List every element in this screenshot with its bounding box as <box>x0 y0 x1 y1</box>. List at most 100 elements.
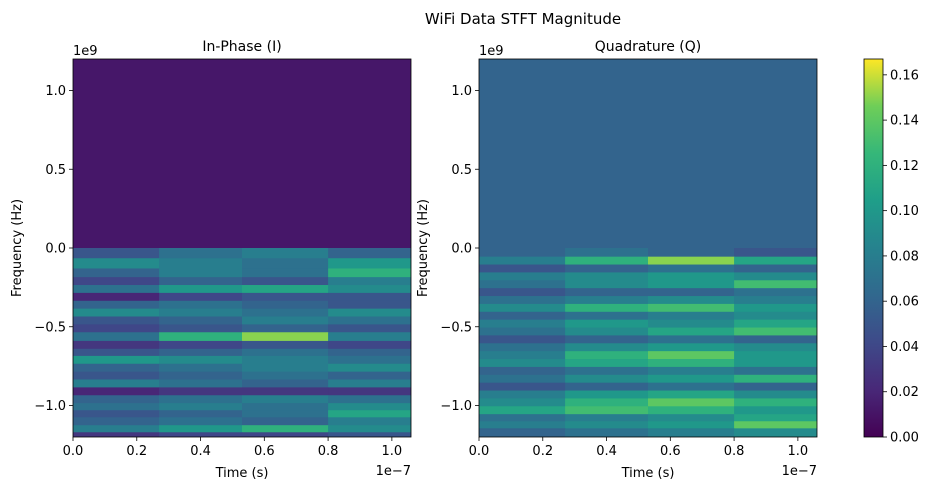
heatmap-cell <box>479 319 566 328</box>
heatmap-cell <box>479 374 566 384</box>
heatmap-cell <box>159 292 243 302</box>
heatmap-cell <box>734 382 817 391</box>
x-tick-label: 0.4 <box>190 444 211 459</box>
heatmap-cell <box>479 428 566 437</box>
heatmap-cell <box>565 428 649 437</box>
heatmap-cell <box>734 335 817 344</box>
heatmap-cell <box>734 327 817 336</box>
heatmap-cell <box>242 324 329 333</box>
heatmap-cell <box>73 308 160 317</box>
heatmap-cell <box>648 382 735 391</box>
figure-title: WiFi Data STFT Magnitude <box>425 10 621 28</box>
heatmap-cell <box>328 403 411 411</box>
x-tick-label: 0.6 <box>254 444 275 459</box>
heatmap-cell <box>73 387 160 396</box>
heatmap-cell <box>73 285 160 294</box>
heatmap-cell <box>734 272 817 281</box>
colorbar-tick-label: 0.16 <box>890 68 919 83</box>
y-offset-label: 1e9 <box>479 44 504 59</box>
heatmap-cell <box>242 292 329 302</box>
heatmap-cell <box>565 421 649 429</box>
heatmap-cell <box>328 268 411 278</box>
y-tick-label: 0.0 <box>451 242 472 257</box>
heatmap-cell <box>479 390 566 399</box>
heatmap-cell <box>73 417 160 426</box>
heatmap-cell <box>242 379 329 388</box>
heatmap-cell <box>328 340 411 350</box>
heatmap-cell <box>159 324 243 333</box>
heatmap-cell <box>734 366 817 376</box>
colorbar-tick-label: 0.12 <box>890 159 919 174</box>
heatmap-cell <box>565 248 649 258</box>
heatmap-cell <box>734 374 817 384</box>
heatmap-cell <box>565 272 649 281</box>
heatmap-cell <box>479 421 566 429</box>
x-axis-label: Time (s) <box>215 466 269 481</box>
heatmap-cell <box>648 374 735 384</box>
heatmap-cell <box>734 303 817 313</box>
heatmap-cell <box>648 248 735 258</box>
heatmap-cell <box>565 374 649 384</box>
x-tick-label: 0.0 <box>469 444 490 459</box>
heatmap-cell <box>328 410 411 418</box>
heatmap-cell <box>734 398 817 407</box>
heatmap-cell <box>479 366 566 376</box>
heatmap-cell <box>242 340 329 350</box>
x-tick-label: 0.2 <box>532 444 553 459</box>
heatmap-cell <box>565 366 649 376</box>
heatmap-area <box>73 59 411 437</box>
colorbar-tick-label: 0.04 <box>890 340 919 355</box>
heatmap-cell <box>159 285 243 294</box>
heatmap-cell <box>565 303 649 313</box>
heatmap-cell <box>159 332 243 342</box>
heatmap-cell <box>648 390 735 399</box>
x-offset-label: 1e−7 <box>376 464 411 479</box>
heatmap-cell <box>565 351 649 360</box>
heatmap-cell <box>648 327 735 336</box>
heatmap-cell <box>242 316 329 325</box>
heatmap-cell <box>73 348 160 357</box>
x-tick-label: 0.6 <box>660 444 681 459</box>
heatmap-cell <box>648 335 735 344</box>
heatmap-cell <box>479 343 566 352</box>
heatmap-cell <box>159 395 243 404</box>
x-tick-label: 1.0 <box>788 444 809 459</box>
heatmap-cell <box>479 327 566 336</box>
x-offset-label: 1e−7 <box>782 464 817 479</box>
heatmap-cell <box>565 311 649 321</box>
heatmap-cell <box>648 398 735 407</box>
x-tick-label: 0.0 <box>63 444 84 459</box>
heatmap-cell <box>648 272 735 281</box>
colorbar-tick-label: 0.06 <box>890 295 919 310</box>
heatmap-cell <box>242 285 329 294</box>
heatmap-cell <box>73 340 160 350</box>
y-tick-label: 1.0 <box>45 84 66 99</box>
heatmap-cell <box>734 421 817 429</box>
heatmap-cell <box>565 280 649 289</box>
colorbar-frame <box>863 58 884 438</box>
heatmap-cell <box>565 390 649 399</box>
y-tick-label: 0.5 <box>451 163 472 178</box>
heatmap-cell <box>734 311 817 321</box>
heatmap-cell <box>734 406 817 415</box>
heatmap-cell <box>479 303 566 313</box>
heatmap-cell <box>479 272 566 281</box>
heatmap-cell <box>159 371 243 380</box>
heatmap-cell <box>242 363 329 373</box>
x-tick-label: 0.2 <box>126 444 147 459</box>
heatmap-cell <box>328 277 411 286</box>
x-tick-label: 0.4 <box>596 444 617 459</box>
heatmap-cell <box>565 335 649 344</box>
heatmap-cell <box>73 277 160 286</box>
heatmap-cell <box>328 371 411 380</box>
heatmap-cell <box>734 288 817 297</box>
heatmap-cell <box>328 285 411 294</box>
heatmap-cell <box>734 280 817 289</box>
heatmap-cell <box>242 432 329 437</box>
heatmap-cell <box>648 288 735 297</box>
heatmap-cell <box>565 398 649 407</box>
y-tick-label: −1.0 <box>440 399 472 414</box>
heatmap-cell <box>565 256 649 265</box>
heatmap-cell <box>479 359 566 368</box>
